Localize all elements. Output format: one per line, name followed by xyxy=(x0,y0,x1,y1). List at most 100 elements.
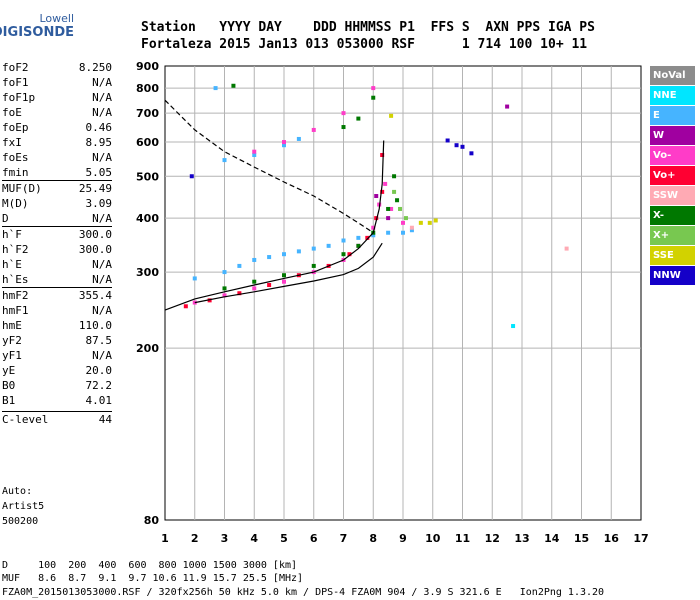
param-value: 355.4 xyxy=(78,289,112,302)
trace-curve xyxy=(164,140,385,311)
param-name: foEs xyxy=(2,151,29,164)
scaled-parameters-panel: foF2 8.250 foF1 N/A foF1p N/A foE N/A foEp 0.46 fx… xyxy=(2,60,112,427)
x-tick-label: 9 xyxy=(399,532,407,545)
trace2-curve xyxy=(194,242,383,304)
data-point-e xyxy=(282,252,286,257)
param-value: 4.01 xyxy=(85,394,113,407)
param-name: h`F xyxy=(2,228,22,241)
data-point-vo xyxy=(374,216,379,221)
data-point-e xyxy=(282,143,286,148)
profile-curve xyxy=(164,99,374,234)
y-tick-label: 900 xyxy=(136,60,159,73)
param-value: N/A xyxy=(92,106,112,119)
legend-item: SSW xyxy=(650,186,695,205)
data-point-e xyxy=(371,233,376,238)
param-name: yF1 xyxy=(2,349,22,362)
data-point-e xyxy=(296,136,301,141)
data-point-e xyxy=(386,230,391,235)
data-point-e xyxy=(252,152,257,157)
param-value: 3.09 xyxy=(85,197,113,210)
data-point-e xyxy=(192,276,197,281)
param-row: foEs N/A xyxy=(2,150,112,165)
muf-distance-row: D 100 200 400 600 800 1000 1500 3000 [km… xyxy=(2,560,298,571)
param-row: M(D) 3.09 xyxy=(2,196,112,211)
muf-frequency-row: MUF 8.6 8.7 9.1 9.7 10.6 11.9 15.7 25.5 … xyxy=(2,573,304,584)
data-point-nnw xyxy=(469,151,474,156)
data-point-x xyxy=(341,252,346,257)
param-row: foF2 8.250 xyxy=(2,60,112,75)
param-name: M(D) xyxy=(2,197,29,210)
data-point-sse xyxy=(433,218,438,223)
param-name: foF1p xyxy=(2,91,36,104)
param-name: hmE xyxy=(2,319,22,332)
x-tick-label: 15 xyxy=(574,532,589,545)
param-name: D xyxy=(2,212,9,225)
x-tick-label: 13 xyxy=(514,532,529,545)
param-value: 25.49 xyxy=(78,182,112,195)
x-tick-label: 6 xyxy=(310,532,318,545)
param-row: D N/A xyxy=(2,211,112,226)
data-point-e xyxy=(296,249,301,254)
param-name: foE xyxy=(2,106,22,119)
y-tick-label: 700 xyxy=(136,107,159,120)
data-point-nnw xyxy=(460,144,465,149)
data-point-x xyxy=(398,206,403,211)
x-tick-label: 8 xyxy=(369,532,377,545)
param-name: foEp xyxy=(2,121,29,134)
data-point-vo xyxy=(222,293,227,298)
x-tick-label: 4 xyxy=(250,532,258,545)
y-tick-label: 200 xyxy=(136,342,159,355)
param-row: foF1p N/A xyxy=(2,90,112,105)
param-row: h`Es N/A xyxy=(2,272,112,287)
param-value: N/A xyxy=(92,151,112,164)
param-row: hmF1 N/A xyxy=(2,303,112,318)
data-point-x xyxy=(392,189,397,194)
data-point-vo xyxy=(341,111,346,116)
data-point-vo xyxy=(252,149,257,154)
param-name: h`F2 xyxy=(2,243,29,256)
param-name: foF2 xyxy=(2,61,29,74)
data-point-e xyxy=(213,86,218,91)
legend-item: X+ xyxy=(650,226,695,245)
data-point-sse xyxy=(389,113,394,118)
param-row: h`E N/A xyxy=(2,257,112,272)
param-name: hmF2 xyxy=(2,289,29,302)
logo-bottom-text: DIGISONDE xyxy=(0,25,74,40)
logo-top-text: Lowell xyxy=(39,12,74,25)
param-value: 110.0 xyxy=(78,319,112,332)
param-row: hmE 110.0 xyxy=(2,318,112,333)
data-point-nnw xyxy=(189,174,194,179)
data-point-x xyxy=(356,243,361,248)
param-value: 20.0 xyxy=(85,364,113,377)
data-point-x xyxy=(252,279,257,284)
data-point-vo xyxy=(383,181,388,186)
data-point-x xyxy=(356,116,361,121)
data-point-x xyxy=(371,95,376,100)
x-tick-label: 17 xyxy=(633,532,648,545)
data-point-w xyxy=(505,104,510,109)
data-point-vo xyxy=(380,152,385,157)
x-tick-label: 16 xyxy=(604,532,620,545)
x-tick-label: 7 xyxy=(340,532,348,545)
param-row: hmF2 355.4 xyxy=(2,287,112,303)
param-value: N/A xyxy=(92,273,112,286)
legend-item: NNE xyxy=(650,86,695,105)
y-tick-label: 80 xyxy=(144,514,160,527)
legend-item: Vo+ xyxy=(650,166,695,185)
legend-item: E xyxy=(650,106,695,125)
data-point-vo xyxy=(252,286,257,291)
data-point-e xyxy=(311,246,316,251)
data-point-vo xyxy=(282,279,286,284)
data-point-vo xyxy=(183,304,188,309)
data-point-x xyxy=(231,83,236,88)
param-row: fmin 5.05 xyxy=(2,165,112,180)
data-point-sse xyxy=(418,220,423,225)
lowell-digisonde-logo: Lowell DIGISONDE xyxy=(0,8,76,42)
x-tick-label: 10 xyxy=(425,532,441,545)
param-row: foE N/A xyxy=(2,105,112,120)
y-tick-label: 800 xyxy=(136,82,159,95)
param-row: C-level 44 xyxy=(2,411,112,427)
legend-item: W xyxy=(650,126,695,145)
data-point-vo xyxy=(311,127,316,132)
data-point-ssw xyxy=(564,246,569,251)
